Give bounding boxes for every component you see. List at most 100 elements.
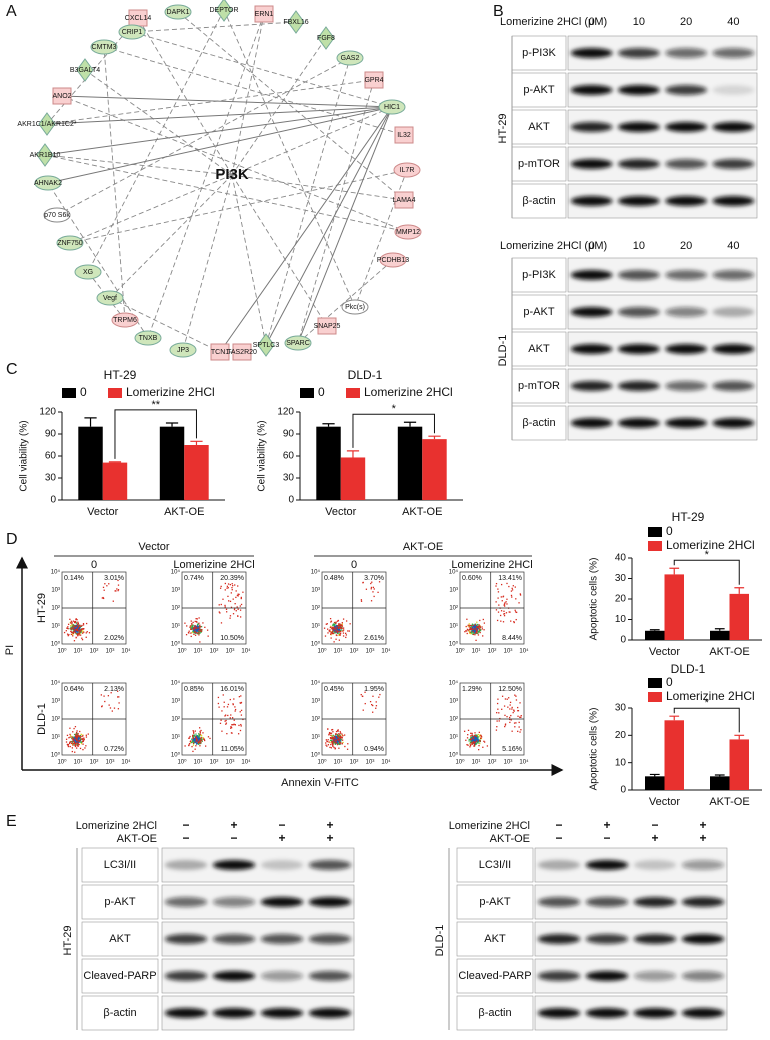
flow-dot	[337, 630, 339, 633]
flow-dot	[473, 625, 475, 627]
flow-dot	[199, 739, 201, 741]
flow-dot	[331, 738, 333, 740]
error-bar	[428, 435, 441, 440]
flow-dot	[476, 632, 478, 634]
flow-dot	[519, 593, 521, 595]
flow-dot	[500, 620, 502, 622]
flow-dot	[498, 720, 500, 722]
flow-dot	[82, 748, 84, 751]
network-edge	[231, 37, 327, 176]
flow-dot	[470, 742, 472, 744]
flow-dot	[332, 731, 334, 733]
column-label: 0	[91, 559, 97, 571]
flow-dot	[518, 602, 520, 604]
flow-dot	[240, 603, 243, 606]
flow-dot	[230, 732, 233, 734]
flow-dot	[336, 738, 338, 741]
flow-dot	[338, 623, 340, 625]
axis-tick-label: 10¹	[472, 760, 481, 766]
flow-dot	[474, 634, 476, 636]
flow-dot	[335, 733, 337, 735]
flow-dot	[473, 626, 476, 629]
row-label: p-AKT	[523, 84, 554, 96]
flow-dot	[81, 628, 83, 630]
flow-dot	[330, 737, 333, 739]
flow-dot	[327, 628, 329, 630]
flow-dot	[469, 746, 471, 748]
node-shape	[393, 162, 421, 178]
legend-swatch	[346, 388, 360, 398]
flow-dot	[195, 740, 197, 743]
row-label-box	[456, 995, 534, 1031]
flow-dot	[189, 626, 191, 628]
flow-dot	[339, 634, 341, 636]
flow-dot	[69, 618, 71, 620]
node-shape	[378, 99, 406, 115]
flow-dot	[471, 741, 473, 743]
bar	[729, 593, 749, 640]
flow-dot	[75, 636, 77, 639]
axis-tick-label: 10⁴	[51, 680, 61, 687]
axis-tick-label: 10⁰	[177, 759, 187, 766]
group-label: Vector	[138, 541, 170, 553]
quadrant-value: 1.95%	[364, 686, 384, 693]
flow-dot	[360, 600, 363, 602]
row-label-box	[511, 35, 567, 71]
flow-dot	[330, 631, 332, 634]
node-shape	[336, 50, 364, 66]
flow-dot	[199, 630, 202, 632]
axis-tick-label: 10²	[90, 649, 99, 655]
bar	[397, 426, 423, 500]
network-edge	[231, 174, 268, 346]
row-label: p-AKT	[104, 896, 135, 908]
blot-band	[617, 48, 660, 58]
flow-dot	[108, 704, 110, 706]
blot-band	[570, 159, 613, 169]
flow-dot	[504, 723, 507, 725]
y-tick-label: 10	[615, 757, 627, 768]
blot-band	[260, 934, 304, 944]
flow-dot	[195, 737, 198, 739]
flow-dot	[193, 732, 195, 734]
flow-dot	[333, 626, 335, 628]
blot-band	[585, 1008, 629, 1018]
network-center: PI3K	[215, 166, 249, 183]
quadrant-value: 0.94%	[364, 746, 384, 753]
row-label: p-PI3K	[522, 47, 556, 59]
axis-tick-label: 10³	[171, 699, 180, 705]
flow-dot	[203, 738, 206, 740]
flow-dot	[76, 734, 78, 736]
flow-dot	[195, 628, 198, 630]
flow-dot	[79, 627, 81, 629]
flow-dot	[517, 709, 520, 712]
blot-band	[585, 971, 629, 981]
flow-dot	[501, 695, 504, 697]
flow-dot	[240, 714, 243, 716]
flow-dot	[335, 626, 338, 628]
flow-dot	[234, 724, 236, 726]
bar	[710, 776, 730, 790]
flow-dot	[471, 740, 473, 742]
flow-dot	[375, 701, 377, 703]
significance-bracket	[352, 413, 435, 448]
flow-dot	[339, 630, 341, 633]
flow-dot	[78, 630, 80, 632]
flow-dot	[334, 747, 336, 750]
flow-dot	[466, 744, 468, 746]
flow-dot	[372, 711, 374, 713]
flow-dot	[471, 743, 473, 745]
flow-dot	[74, 743, 77, 745]
flow-dot	[82, 743, 84, 745]
flow-dot	[511, 589, 514, 591]
flow-dot	[219, 587, 222, 589]
flow-dot	[335, 621, 337, 623]
flow-dot	[330, 734, 332, 736]
legend-swatch	[300, 388, 314, 398]
flow-dot	[472, 633, 474, 635]
flow-dot	[229, 583, 232, 586]
flow-dot	[328, 733, 330, 735]
flow-dot	[236, 606, 238, 608]
flow-dot	[334, 625, 336, 628]
flow-dot	[199, 732, 201, 734]
